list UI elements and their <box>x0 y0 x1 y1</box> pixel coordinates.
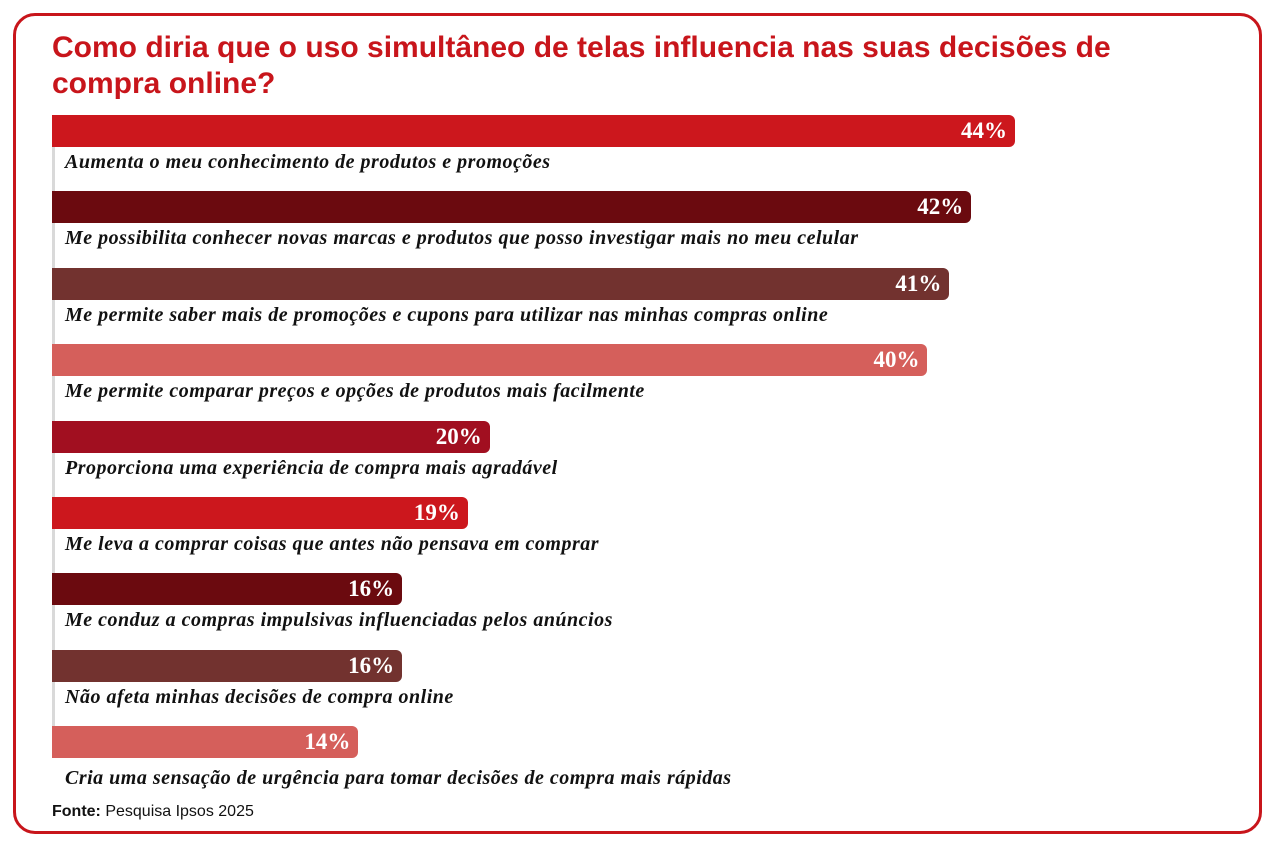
source-note: Fonte: Pesquisa Ipsos 2025 <box>52 803 254 821</box>
bar: 16% <box>52 649 403 682</box>
category-label: Me leva a comprar coisas que antes não p… <box>65 533 600 555</box>
bar-value-label: 42% <box>917 194 964 220</box>
category-label: Me permite saber mais de promoções e cup… <box>65 303 829 326</box>
bar: 41% <box>52 267 950 300</box>
bar: 42% <box>52 191 972 224</box>
bar-value-label: 40% <box>873 347 920 373</box>
chart-title: Como diria que o uso simultâneo de telas… <box>52 31 1111 100</box>
bar: 40% <box>52 344 928 377</box>
bar-value-label: 16% <box>348 652 395 678</box>
category-label: Me conduz a compras impulsivas influenci… <box>65 609 613 632</box>
bar: 20% <box>52 420 490 453</box>
bar: 19% <box>52 497 468 529</box>
source-label: Fonte: <box>52 803 101 820</box>
bar: 44% <box>52 115 1015 147</box>
bar-value-label: 14% <box>304 729 351 755</box>
category-label: Proporciona uma experiência de compra ma… <box>65 456 558 479</box>
bar-value-label: 44% <box>961 118 1007 143</box>
bar: 16% <box>52 573 403 606</box>
bar-value-label: 41% <box>895 270 942 296</box>
category-label: Me permite comparar preços e opções de p… <box>65 380 645 403</box>
bar-value-label: 16% <box>348 576 395 602</box>
category-label: Não afeta minhas decisões de compra onli… <box>65 685 454 708</box>
category-label: Me possibilita conhecer novas marcas e p… <box>65 227 859 250</box>
bar-value-label: 19% <box>413 500 460 525</box>
category-label: Cria uma sensação de urgência para tomar… <box>65 767 732 790</box>
bar-value-label: 20% <box>435 423 482 449</box>
category-label: Aumenta o meu conhecimento de produtos e… <box>65 151 551 173</box>
source-text: Pesquisa Ipsos 2025 <box>100 803 254 820</box>
bar: 14% <box>52 726 359 759</box>
